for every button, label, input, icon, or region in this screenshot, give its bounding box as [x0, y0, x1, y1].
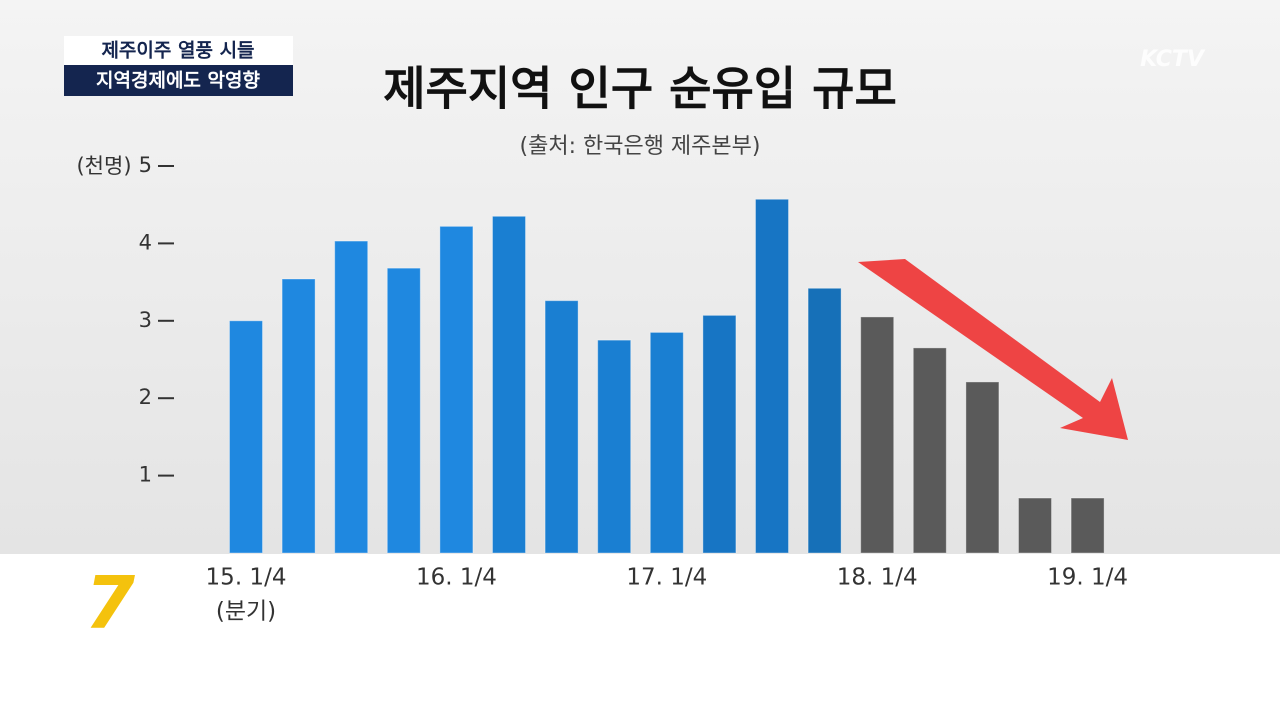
- x-tick-label: 16. 1/4: [416, 565, 497, 591]
- bar: [755, 198, 789, 554]
- y-tick-label: 1: [139, 463, 152, 487]
- bar: [649, 331, 684, 554]
- y-tick-label: 2: [139, 385, 152, 409]
- bar: [1018, 497, 1052, 554]
- caption: 지역경제에도 악영향: [96, 70, 260, 92]
- bar: [1070, 497, 1105, 554]
- y-tick-label: 5: [139, 153, 152, 177]
- bar: [702, 314, 737, 554]
- caption-box: [64, 65, 293, 96]
- chart-title: 제주지역 인구 순유입 규모: [383, 62, 897, 116]
- bar: [860, 316, 895, 554]
- bar: [965, 381, 1000, 554]
- caption: 제주이주 열풍 시들: [101, 40, 254, 62]
- x-tick-label: 18. 1/4: [837, 565, 918, 591]
- y-tick-label: 4: [139, 230, 152, 254]
- subtitle: (출처: 한국은행 제주본부): [520, 134, 761, 159]
- bar: [334, 240, 369, 554]
- trend-arrow: [858, 259, 1128, 440]
- y-tick-label: 3: [139, 308, 152, 332]
- bar: [597, 339, 632, 554]
- channel-logo: 7: [85, 561, 135, 645]
- bar: [439, 225, 474, 554]
- x-tick-label: 19. 1/4: [1047, 565, 1128, 591]
- bar: [807, 287, 842, 554]
- bar: [912, 347, 947, 554]
- bar: [492, 215, 526, 554]
- bar: [386, 267, 421, 554]
- x-tick-label: 15. 1/4: [206, 565, 287, 591]
- x-axis-label: (분기): [216, 599, 276, 625]
- x-tick-label: 17. 1/4: [626, 565, 707, 591]
- logo: KCTV: [1140, 47, 1206, 72]
- bar: [281, 278, 316, 554]
- bar: [229, 320, 263, 554]
- bar: [544, 300, 579, 554]
- caption-box: [64, 36, 293, 65]
- y-axis-label: (천명): [76, 154, 131, 178]
